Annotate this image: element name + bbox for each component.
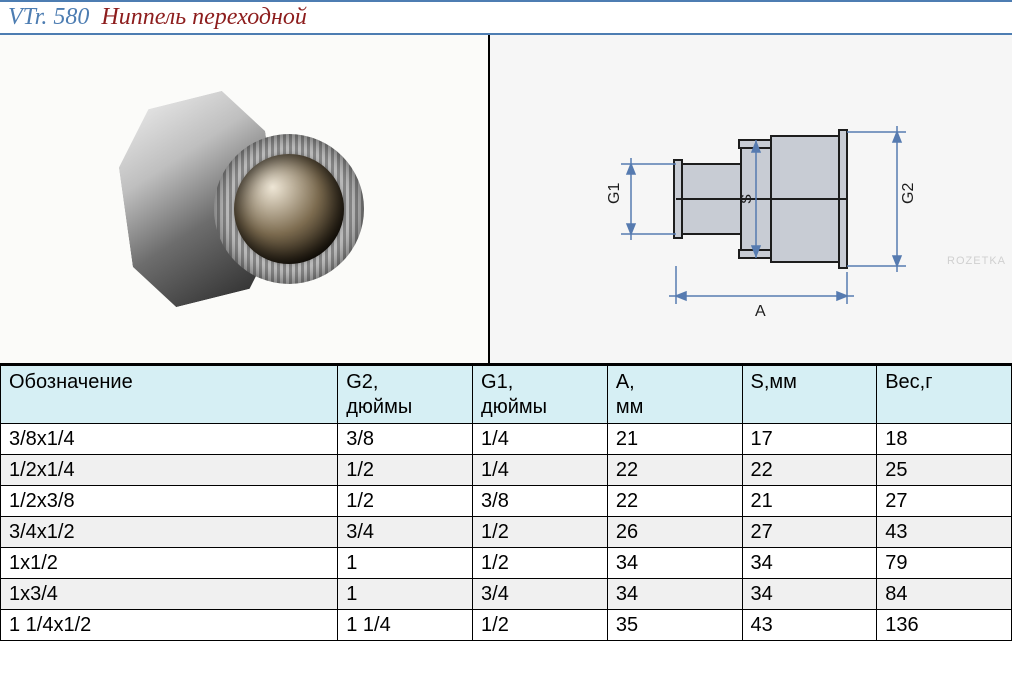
table-cell: 3/4: [338, 517, 473, 548]
table-cell: 43: [877, 517, 1012, 548]
dim-a: A: [755, 303, 766, 320]
table-cell: 1/2x3/8: [1, 486, 338, 517]
table-cell: 1/2: [473, 517, 608, 548]
dim-g1: G1: [606, 183, 623, 204]
col-header-l1: Обозначение: [9, 370, 329, 395]
col-header-l2: дюймы: [346, 395, 464, 420]
table-cell: 3/4: [473, 579, 608, 610]
col-header: G1,дюймы: [473, 366, 608, 424]
product-name: Ниппель переходной: [101, 4, 307, 30]
table-cell: 1/2: [338, 455, 473, 486]
col-header: A,мм: [607, 366, 742, 424]
table-cell: 34: [742, 579, 877, 610]
table-row: 1 1/4x1/21 1/41/23543136: [1, 610, 1012, 641]
table-row: 3/4x1/23/41/2262743: [1, 517, 1012, 548]
col-header-l2: мм: [616, 395, 734, 420]
col-header-l2: дюймы: [481, 395, 599, 420]
figures-row: G1 G2 S: [0, 35, 1012, 365]
col-header-l1: G1,: [481, 370, 599, 395]
table-cell: 25: [877, 455, 1012, 486]
table-cell: 21: [742, 486, 877, 517]
col-header-l1: Вес,г: [885, 370, 1003, 395]
table-cell: 35: [607, 610, 742, 641]
table-cell: 3/8x1/4: [1, 424, 338, 455]
watermark: ROZETKA: [947, 255, 1006, 267]
table-cell: 1/2: [338, 486, 473, 517]
table-cell: 17: [742, 424, 877, 455]
table-cell: 1x3/4: [1, 579, 338, 610]
table-cell: 43: [742, 610, 877, 641]
table-cell: 21: [607, 424, 742, 455]
spec-table-body: 3/8x1/43/81/42117181/2x1/41/21/42222251/…: [1, 424, 1012, 641]
product-diagram-panel: G1 G2 S: [490, 35, 1012, 363]
product-code: VTr. 580: [8, 4, 89, 30]
col-header: Вес,г: [877, 366, 1012, 424]
dim-s: S: [738, 194, 755, 204]
col-header-l1: A,: [616, 370, 734, 395]
table-cell: 1/4: [473, 455, 608, 486]
spec-table-head: ОбозначениеG2,дюймыG1,дюймыA,ммS,ммВес,г: [1, 366, 1012, 424]
table-cell: 3/8: [338, 424, 473, 455]
table-cell: 136: [877, 610, 1012, 641]
table-cell: 79: [877, 548, 1012, 579]
table-cell: 34: [607, 579, 742, 610]
product-photo-panel: [0, 35, 490, 363]
dimensional-diagram: G1 G2 S: [561, 74, 941, 324]
table-cell: 26: [607, 517, 742, 548]
table-cell: 1/4: [473, 424, 608, 455]
table-cell: 22: [607, 486, 742, 517]
table-cell: 1/2: [473, 610, 608, 641]
table-row: 1/2x1/41/21/4222225: [1, 455, 1012, 486]
spec-table: ОбозначениеG2,дюймыG1,дюймыA,ммS,ммВес,г…: [0, 365, 1012, 641]
col-header: S,мм: [742, 366, 877, 424]
table-row: 1x3/413/4343484: [1, 579, 1012, 610]
table-cell: 34: [742, 548, 877, 579]
col-header-l1: G2,: [346, 370, 464, 395]
table-cell: 1: [338, 579, 473, 610]
col-header: Обозначение: [1, 366, 338, 424]
table-row: 1x1/211/2343479: [1, 548, 1012, 579]
table-cell: 1 1/4: [338, 610, 473, 641]
page-title-row: VTr. 580 Ниппель переходной: [0, 0, 1012, 35]
table-cell: 1 1/4x1/2: [1, 610, 338, 641]
table-cell: 1/2: [473, 548, 608, 579]
product-photo: [114, 79, 374, 319]
table-cell: 3/8: [473, 486, 608, 517]
table-cell: 27: [742, 517, 877, 548]
table-cell: 1: [338, 548, 473, 579]
table-cell: 1/2x1/4: [1, 455, 338, 486]
table-cell: 34: [607, 548, 742, 579]
table-cell: 18: [877, 424, 1012, 455]
table-cell: 22: [742, 455, 877, 486]
table-row: 3/8x1/43/81/4211718: [1, 424, 1012, 455]
col-header: G2,дюймы: [338, 366, 473, 424]
table-cell: 84: [877, 579, 1012, 610]
table-cell: 1x1/2: [1, 548, 338, 579]
table-cell: 27: [877, 486, 1012, 517]
table-cell: 3/4x1/2: [1, 517, 338, 548]
table-cell: 22: [607, 455, 742, 486]
table-row: 1/2x3/81/23/8222127: [1, 486, 1012, 517]
col-header-l1: S,мм: [751, 370, 869, 395]
dim-g2: G2: [900, 183, 917, 204]
